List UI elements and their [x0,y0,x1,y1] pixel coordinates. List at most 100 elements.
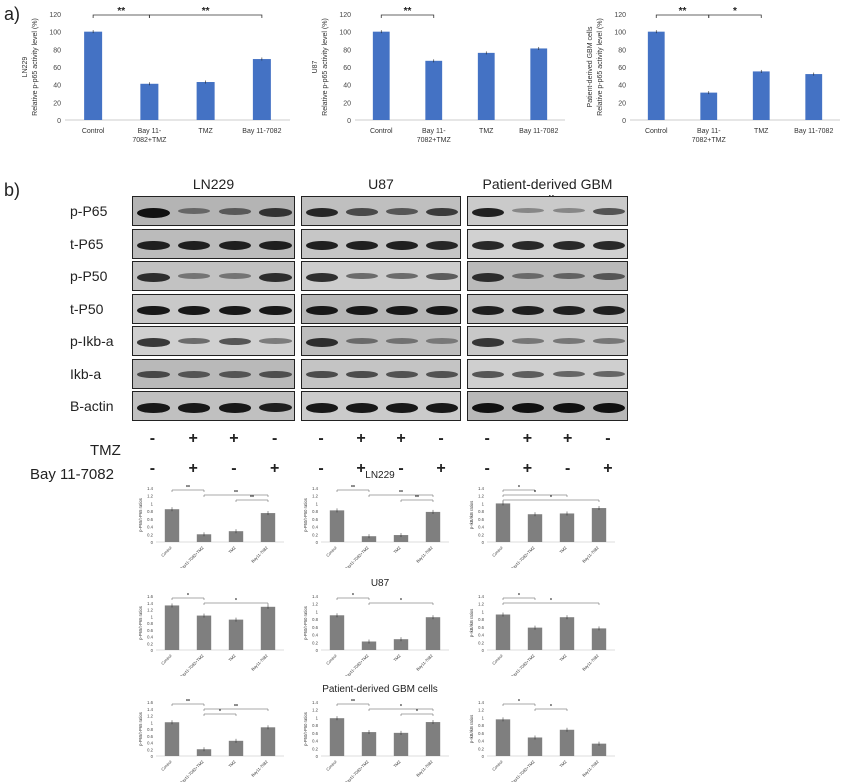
bar [361,732,377,756]
bar [647,31,665,121]
blot-band [512,208,545,214]
y-axis-label-text: p-P50/t-P50 ratios [303,606,308,640]
x-tick-label: TMZ [392,759,402,769]
x-tick-label: 7082+TMZ [132,137,167,144]
x-tick-label: Control [491,545,504,558]
quant-chart: 0 0.2 0.4 0.6 0.8 1 1.2 1.4 p-P50/t-P50 ratios Co… [303,485,449,568]
x-tick-label: Control [160,653,173,666]
y-tick-label: 60 [53,65,61,72]
y-tick-label: 20 [618,100,626,107]
significance-label: ** [117,6,125,17]
treatment-sign: - [398,459,404,477]
blot-strip [467,358,628,389]
blot-band [386,240,418,250]
significance-label: ** [234,490,238,496]
bar [425,60,443,120]
blot-strip [467,293,628,324]
blot-strip [132,326,295,356]
x-tick-label: Bay 11- [422,128,446,135]
y-axis-label: p-IkB/IkB ratios [469,609,474,637]
y-tick-label: 1 [316,715,319,720]
y-tick-label: 100 [49,30,61,37]
significance-label: ** [415,495,419,501]
y-axis-label: LN229 Relative p-p65 activity level (%) [22,18,39,116]
significance-label: ** [234,704,238,710]
bar [425,511,441,542]
quantification-charts: LN229 U87 Patient-derived GBM cells 0 0.2 0.4… [0,462,850,782]
blot-strip [467,196,628,226]
blot-band [552,370,585,378]
x-tick-label: TMZ [227,759,237,769]
blot-band [592,208,625,216]
quant-chart: 0 0.2 0.4 0.6 0.8 1 1.2 1.4 p-P65/t-P65 ratios Co… [138,485,284,568]
bar [591,508,607,542]
blot-row-label: p-P65 [70,203,108,219]
y-tick-label: 0.4 [312,633,318,638]
x-tick-label: Bay11-7082+TMZ [344,545,370,568]
treatment-sign: + [229,429,239,447]
blot-strip [132,228,295,259]
y-tick-label: 80 [343,47,351,54]
treatment-sign: + [188,459,198,477]
y-axis-label-text: p-P50/t-P50 ratios [303,498,308,532]
blot-band [137,240,170,250]
blot-band [218,403,252,413]
significance-bracket [203,708,269,711]
x-tick-label: TMZ [558,545,568,555]
y-tick-label: 0.6 [312,731,318,736]
significance-bracket [502,602,600,605]
x-tick-label: Control [160,759,173,772]
blot-band [177,240,211,250]
y-tick-label: 1.6 [147,594,153,599]
blot-row-label: t-P50 [70,300,104,317]
blot-band [306,208,338,218]
blot-band [259,305,292,316]
blot-band [472,240,505,250]
y-tick-label: 80 [53,47,61,54]
x-tick-label: Bay11-7082+TMZ [510,545,536,568]
y-tick-label: 0.8 [478,723,484,728]
significance-bracket [203,713,237,716]
y-tick-label: 0 [622,118,626,125]
treatment-sign: + [396,429,406,447]
significance-bracket [171,597,205,600]
significance-label: * [416,709,418,715]
x-tick-label: Bay 11- [697,128,721,135]
treatment-sign: - [149,429,156,447]
significance-bracket [400,713,434,716]
y-tick-label: 60 [343,65,351,72]
blot-band [552,403,585,413]
bar [527,737,543,756]
quant-chart: 0 0.20.4 0.6 0.8 11.2 1.4 1.6 p-P65/t-P65 ratio… [138,699,284,782]
quant-chart: 0 0.2 0.4 0.6 0.8 1 1.2 1.4 p-IkB/IkB ratios Cont… [469,593,615,676]
significance-bracket [368,708,434,711]
y-tick-label: 0 [316,540,319,545]
y-tick-label: 0.6 [312,625,318,630]
bar [527,627,543,650]
blot-band [472,305,505,315]
blot-strip [132,358,295,389]
x-tick-label: Bay11-7082 [581,759,600,778]
bar [591,743,607,756]
significance-label: * [550,598,552,604]
bar [164,605,180,650]
significance-bracket [368,602,434,605]
blot-band [218,208,252,215]
y-tick-label: 0.4 [478,525,484,530]
panel-a-label: a) [4,4,21,24]
y-axis-label-line2: Relative p-p65 activity level (%) [322,18,329,116]
y-tick-label: 0 [482,540,485,545]
bar [527,514,543,542]
x-tick-label: Bay11-7082 [415,545,434,564]
significance-bracket [203,494,269,497]
blot-band [346,208,378,216]
y-tick-label: 1.4 [147,707,153,712]
blot-row-label: t-P65 [70,235,104,252]
blot-band [426,208,458,217]
x-tick-label: TMZ [392,653,402,663]
bar [393,639,409,650]
blot-row-label: p-Ikb-a [70,333,114,349]
significance-bracket [502,494,568,497]
y-tick-label: 1.6 [147,700,153,705]
y-tick-label: 40 [53,83,61,90]
